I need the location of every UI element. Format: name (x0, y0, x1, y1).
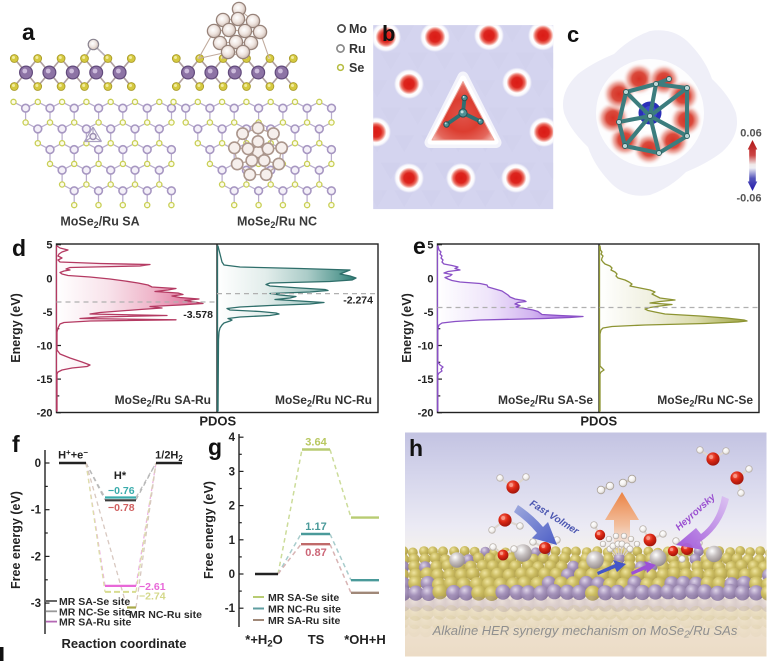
svg-text:MoSe2/Ru SA-Ru: MoSe2/Ru SA-Ru (115, 393, 211, 409)
svg-text:Alkaline HER synergy mechanism: Alkaline HER synergy mechanism on MoSe2/… (432, 623, 738, 641)
svg-text:-2: -2 (31, 551, 41, 563)
svg-text:5: 5 (427, 240, 433, 252)
svg-text:MoSe2/Ru NC-Se: MoSe2/Ru NC-Se (657, 393, 753, 409)
svg-text:MR SA-Ru site: MR SA-Ru site (59, 617, 131, 629)
svg-text:MoSe2/Ru SA-Se: MoSe2/Ru SA-Se (498, 393, 593, 409)
svg-text:-3: -3 (31, 598, 41, 610)
svg-text:-10: -10 (418, 341, 434, 353)
svg-text:0.06: 0.06 (740, 128, 761, 140)
svg-text:-1: -1 (31, 505, 42, 517)
svg-text:-15: -15 (418, 374, 434, 386)
svg-text:b: b (382, 21, 395, 46)
svg-text:H*: H* (114, 470, 127, 482)
svg-text:Free energy (eV): Free energy (eV) (202, 481, 216, 579)
svg-text:-20: -20 (37, 408, 53, 420)
svg-text:MoSe2/Ru NC: MoSe2/Ru NC (237, 215, 317, 231)
svg-text:MR NC-Se site: MR NC-Se site (59, 606, 131, 618)
svg-text:Energy (eV): Energy (eV) (400, 293, 414, 362)
svg-text:MR SA-Ru site: MR SA-Ru site (268, 615, 340, 627)
svg-text:1: 1 (229, 535, 236, 547)
svg-text:*+H2O: *+H2O (245, 632, 282, 650)
svg-text:Reaction coordinate: Reaction coordinate (62, 636, 187, 651)
svg-text:5: 5 (46, 240, 52, 252)
svg-text:TS: TS (308, 632, 325, 647)
svg-text:Energy (eV): Energy (eV) (9, 293, 23, 362)
svg-text:MR SA-Se site: MR SA-Se site (59, 596, 130, 608)
svg-text:c: c (567, 22, 579, 47)
svg-text:0: 0 (229, 569, 235, 581)
svg-text:Free energy (eV): Free energy (eV) (9, 491, 23, 589)
svg-text:2: 2 (229, 501, 235, 513)
svg-text:e: e (413, 233, 426, 259)
svg-text:Mo: Mo (349, 22, 367, 36)
svg-text:h: h (409, 435, 423, 461)
svg-text:−2.74: −2.74 (139, 591, 166, 603)
svg-text:-15: -15 (37, 374, 53, 386)
svg-text:-10: -10 (37, 341, 53, 353)
svg-text:MR SA-Se site: MR SA-Se site (268, 592, 339, 604)
svg-text:-5: -5 (43, 307, 53, 319)
svg-text:-1: -1 (225, 603, 236, 615)
svg-text:0.87: 0.87 (305, 547, 326, 559)
svg-text:Se: Se (349, 61, 364, 75)
svg-text:H++e−: H++e− (58, 448, 88, 462)
svg-text:Ru: Ru (349, 42, 366, 56)
svg-text:−0.76: −0.76 (108, 485, 135, 497)
svg-text:1/2H2: 1/2H2 (155, 450, 183, 464)
svg-text:0: 0 (35, 458, 41, 470)
svg-text:MoSe2/Ru SA: MoSe2/Ru SA (60, 215, 139, 231)
svg-text:−2.61: −2.61 (139, 581, 166, 593)
svg-text:-20: -20 (418, 408, 434, 420)
svg-text:−0.78: −0.78 (108, 502, 135, 514)
svg-text:PDOS: PDOS (199, 414, 236, 429)
svg-text:-3.578: -3.578 (183, 309, 213, 321)
svg-text:g: g (208, 434, 222, 460)
svg-text:MR NC-Ru site: MR NC-Ru site (129, 609, 202, 621)
svg-text:4: 4 (229, 432, 236, 444)
svg-text:MoSe2/Ru NC-Ru: MoSe2/Ru NC-Ru (275, 393, 372, 409)
svg-text:-5: -5 (424, 307, 434, 319)
svg-text:-0.06: -0.06 (736, 193, 761, 205)
svg-text:PDOS: PDOS (580, 414, 617, 429)
svg-text:1.17: 1.17 (305, 521, 326, 533)
svg-text:*OH+H: *OH+H (344, 632, 386, 647)
svg-text:a: a (22, 19, 35, 45)
svg-text:0: 0 (46, 273, 52, 285)
svg-text:d: d (12, 235, 26, 261)
svg-text:0: 0 (427, 273, 433, 285)
svg-text:3.64: 3.64 (305, 437, 327, 449)
svg-text:MR NC-Ru site: MR NC-Ru site (268, 604, 341, 616)
svg-text:-2.274: -2.274 (343, 295, 373, 307)
svg-text:f: f (12, 431, 20, 457)
svg-text:3: 3 (229, 466, 235, 478)
